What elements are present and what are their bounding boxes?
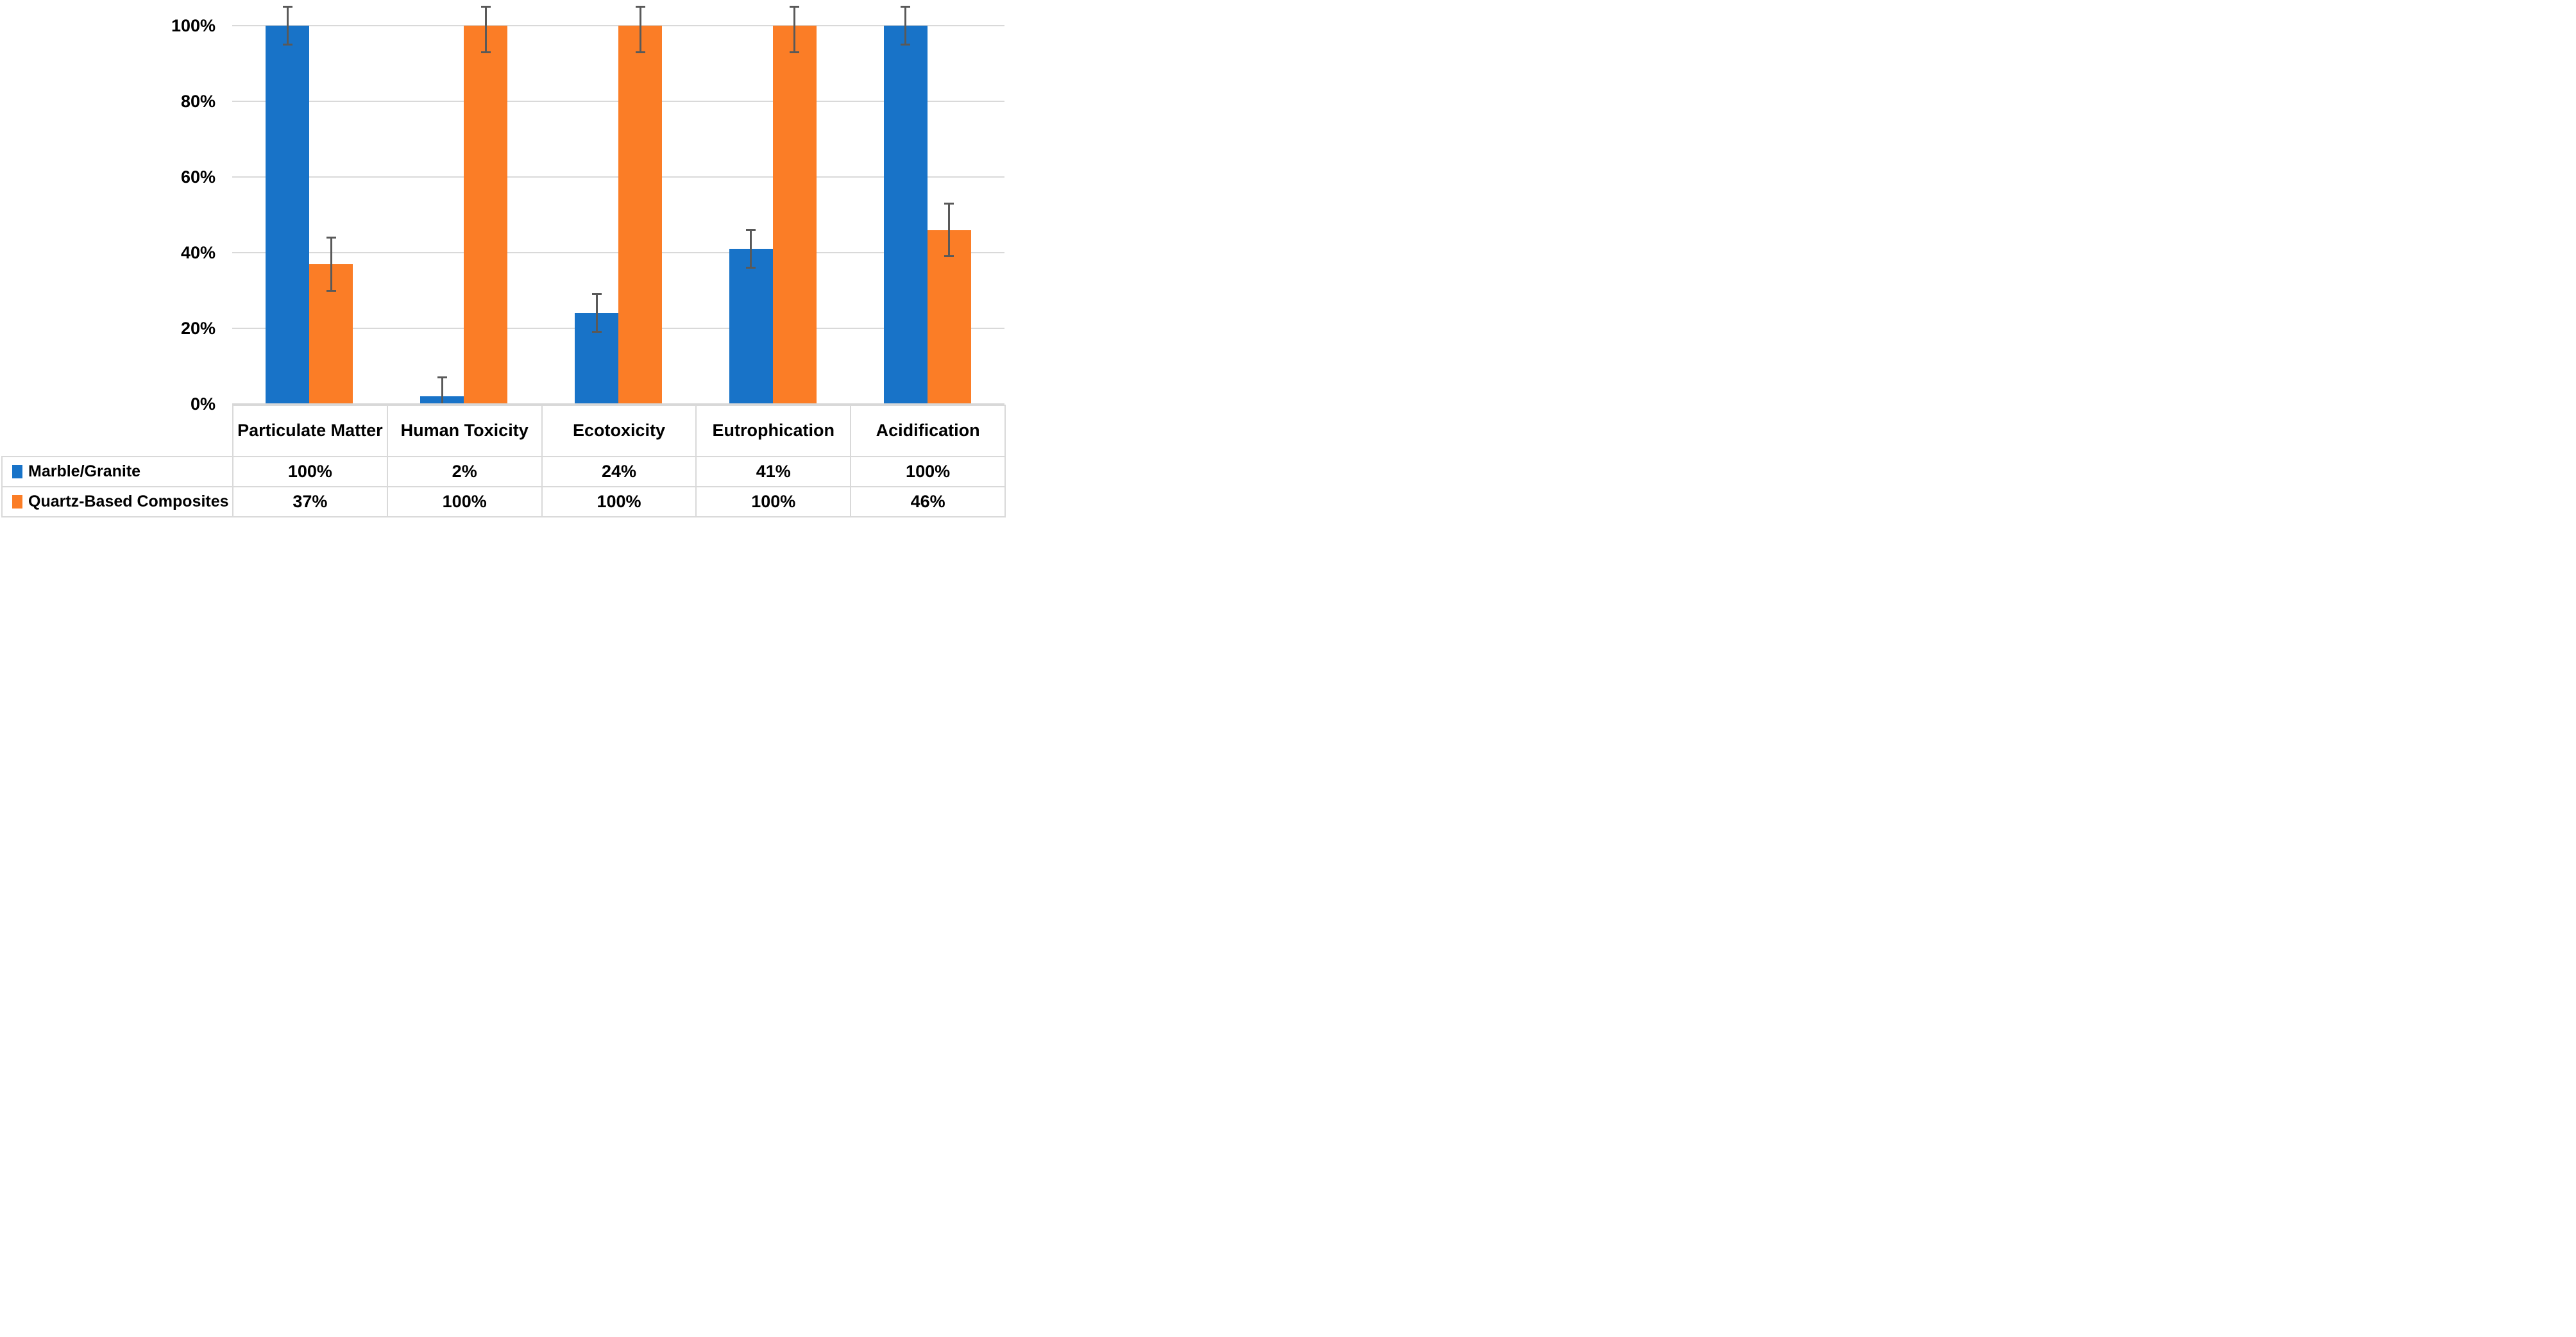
error-marble-granite-eutrophication-whisker [750,230,752,268]
legend-key-quartz-based-composites [12,495,22,509]
table-value-quartz-based-composites-human-toxicity: 100% [442,492,487,511]
table-value-quartz-based-composites-acidification: 46% [910,492,945,511]
legend-label-quartz-based-composites: Quartz-Based Composites [28,492,229,510]
bar-marble-granite-acidification [883,26,928,404]
table-value-marble-granite-acidification: 100% [906,462,951,481]
table-border-left [1,456,3,517]
error-marble-granite-acidification-whisker [904,6,907,45]
error-marble-granite-particulate-matter-cap-bottom [282,44,292,46]
table-value-marble-granite-particulate-matter: 100% [287,462,332,481]
y-tick-label-20pct: 20% [180,319,216,338]
table-border-top [232,405,1006,406]
table-value-marble-granite-eutrophication: 41% [756,462,791,481]
error-marble-granite-particulate-matter-cap-top [282,6,292,8]
legend-label-marble-granite: Marble/Granite [28,462,141,480]
y-tick-label-40pct: 40% [180,243,216,262]
legend-item-quartz-based-composites: Quartz-Based Composites [3,487,231,516]
table-value-marble-granite-ecotoxicity: 24% [601,462,637,481]
error-quartz-based-composites-eutrophication-cap-top [790,6,800,8]
error-quartz-based-composites-ecotoxicity-cap-bottom [635,51,645,53]
error-quartz-based-composites-ecotoxicity-cap-top [635,6,645,8]
table-header-particulate-matter: Particulate Matter [237,420,383,440]
bar-quartz-based-composites-eutrophication [772,26,817,404]
y-tick-label-0pct: 0% [190,394,216,414]
error-marble-granite-ecotoxicity-whisker [595,294,598,332]
error-quartz-based-composites-acidification-cap-bottom [944,255,954,258]
table-value-quartz-based-composites-particulate-matter: 37% [292,492,328,511]
table-border-col-2 [541,405,543,517]
table-border-right [1004,405,1006,517]
table-border-bottom [1,516,1006,517]
error-marble-granite-acidification-cap-bottom [901,44,911,46]
table-header-human-toxicity: Human Toxicity [400,420,529,440]
table-value-quartz-based-composites-eutrophication: 100% [751,492,796,511]
table-border-legend-right [232,405,233,517]
plot-area [232,0,1004,405]
table-border-row-divider [1,486,1006,487]
error-marble-granite-particulate-matter-whisker [286,6,289,45]
x-axis-line [232,403,1004,405]
error-quartz-based-composites-ecotoxicity-whisker [639,6,641,53]
error-quartz-based-composites-acidification-whisker [948,203,951,256]
table-header-eutrophication: Eutrophication [712,420,835,440]
table-border-header-bottom [1,456,1006,457]
table-border-col-1 [386,405,388,517]
error-quartz-based-composites-particulate-matter-whisker [330,237,332,290]
table-value-quartz-based-composites-ecotoxicity: 100% [597,492,641,511]
legend-key-marble-granite [12,465,22,478]
error-marble-granite-human-toxicity-cap-top [437,376,447,379]
bar-quartz-based-composites-acidification [927,230,971,404]
y-tick-label-60pct: 60% [180,167,216,187]
error-marble-granite-ecotoxicity-cap-top [591,293,602,296]
error-quartz-based-composites-particulate-matter-cap-top [326,236,336,239]
table-border-col-4 [850,405,852,517]
error-quartz-based-composites-human-toxicity-cap-bottom [480,51,491,53]
bar-marble-granite-eutrophication [729,249,773,404]
bar-quartz-based-composites-human-toxicity [464,26,508,404]
error-marble-granite-eutrophication-cap-bottom [746,267,756,269]
error-quartz-based-composites-human-toxicity-cap-top [480,6,491,8]
bar-chart-with-data-table: 0% 20% 40% 60% 80% 100% Particulate Matter Hum… [0,0,1006,522]
table-header-ecotoxicity: Ecotoxicity [572,420,666,440]
error-quartz-based-composites-human-toxicity-whisker [484,6,487,53]
legend-item-marble-granite: Marble/Granite [3,457,231,486]
error-marble-granite-eutrophication-cap-top [746,229,756,231]
table-border-col-3 [695,405,697,517]
y-tick-label-80pct: 80% [180,92,216,111]
table-header-acidification: Acidification [876,420,980,440]
error-quartz-based-composites-eutrophication-cap-bottom [790,51,800,53]
error-marble-granite-human-toxicity-whisker [441,377,443,405]
bar-marble-granite-particulate-matter [266,26,310,404]
error-quartz-based-composites-acidification-cap-top [944,202,954,205]
error-quartz-based-composites-particulate-matter-cap-bottom [326,289,336,292]
table-value-marble-granite-human-toxicity: 2% [452,462,477,481]
bar-quartz-based-composites-ecotoxicity [618,26,662,404]
error-quartz-based-composites-eutrophication-whisker [793,6,796,53]
error-marble-granite-ecotoxicity-cap-bottom [591,331,602,333]
error-marble-granite-acidification-cap-top [901,6,911,8]
y-tick-label-100pct: 100% [171,16,216,35]
